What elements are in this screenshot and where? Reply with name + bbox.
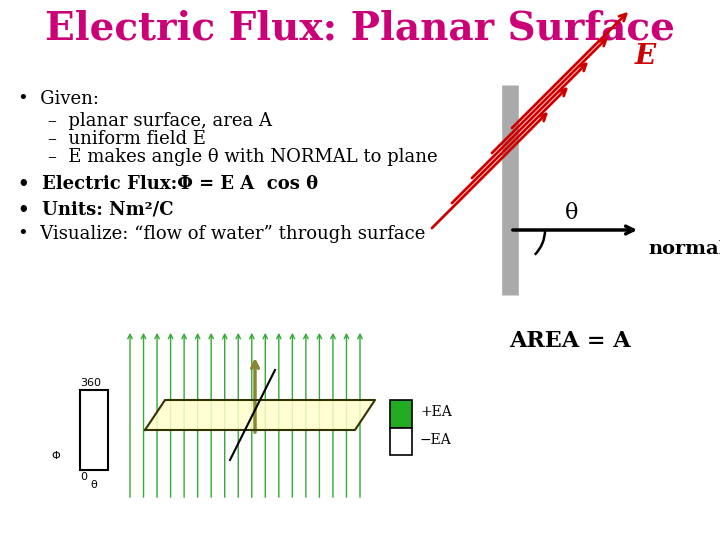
Bar: [390, 428, 412, 455]
Text: •  Units: Nm²/C: • Units: Nm²/C: [18, 200, 174, 218]
Text: −EA: −EA: [420, 433, 451, 447]
Text: •  Given:: • Given:: [18, 90, 99, 108]
Bar: [80, 390, 108, 470]
Text: –  E makes angle θ with NORMAL to plane: – E makes angle θ with NORMAL to plane: [48, 148, 438, 166]
Text: +EA: +EA: [420, 405, 451, 419]
Text: Electric Flux: Planar Surface: Electric Flux: Planar Surface: [45, 10, 675, 48]
Bar: [390, 400, 412, 428]
Text: •  Electric Flux:Φ = E A  cos θ: • Electric Flux:Φ = E A cos θ: [18, 175, 318, 193]
Polygon shape: [145, 400, 375, 430]
Text: –  uniform field E: – uniform field E: [48, 130, 206, 148]
Text: •  Visualize: “flow of water” through surface: • Visualize: “flow of water” through sur…: [18, 225, 426, 243]
Text: E: E: [634, 43, 656, 70]
Text: normal: normal: [648, 240, 720, 258]
Text: AREA = A: AREA = A: [509, 330, 631, 352]
Text: 0: 0: [80, 472, 87, 482]
Text: θ: θ: [565, 202, 578, 224]
Text: 360: 360: [80, 378, 101, 388]
Text: –  planar surface, area A: – planar surface, area A: [48, 112, 272, 130]
Text: θ: θ: [91, 480, 97, 490]
Text: Φ: Φ: [51, 451, 60, 461]
